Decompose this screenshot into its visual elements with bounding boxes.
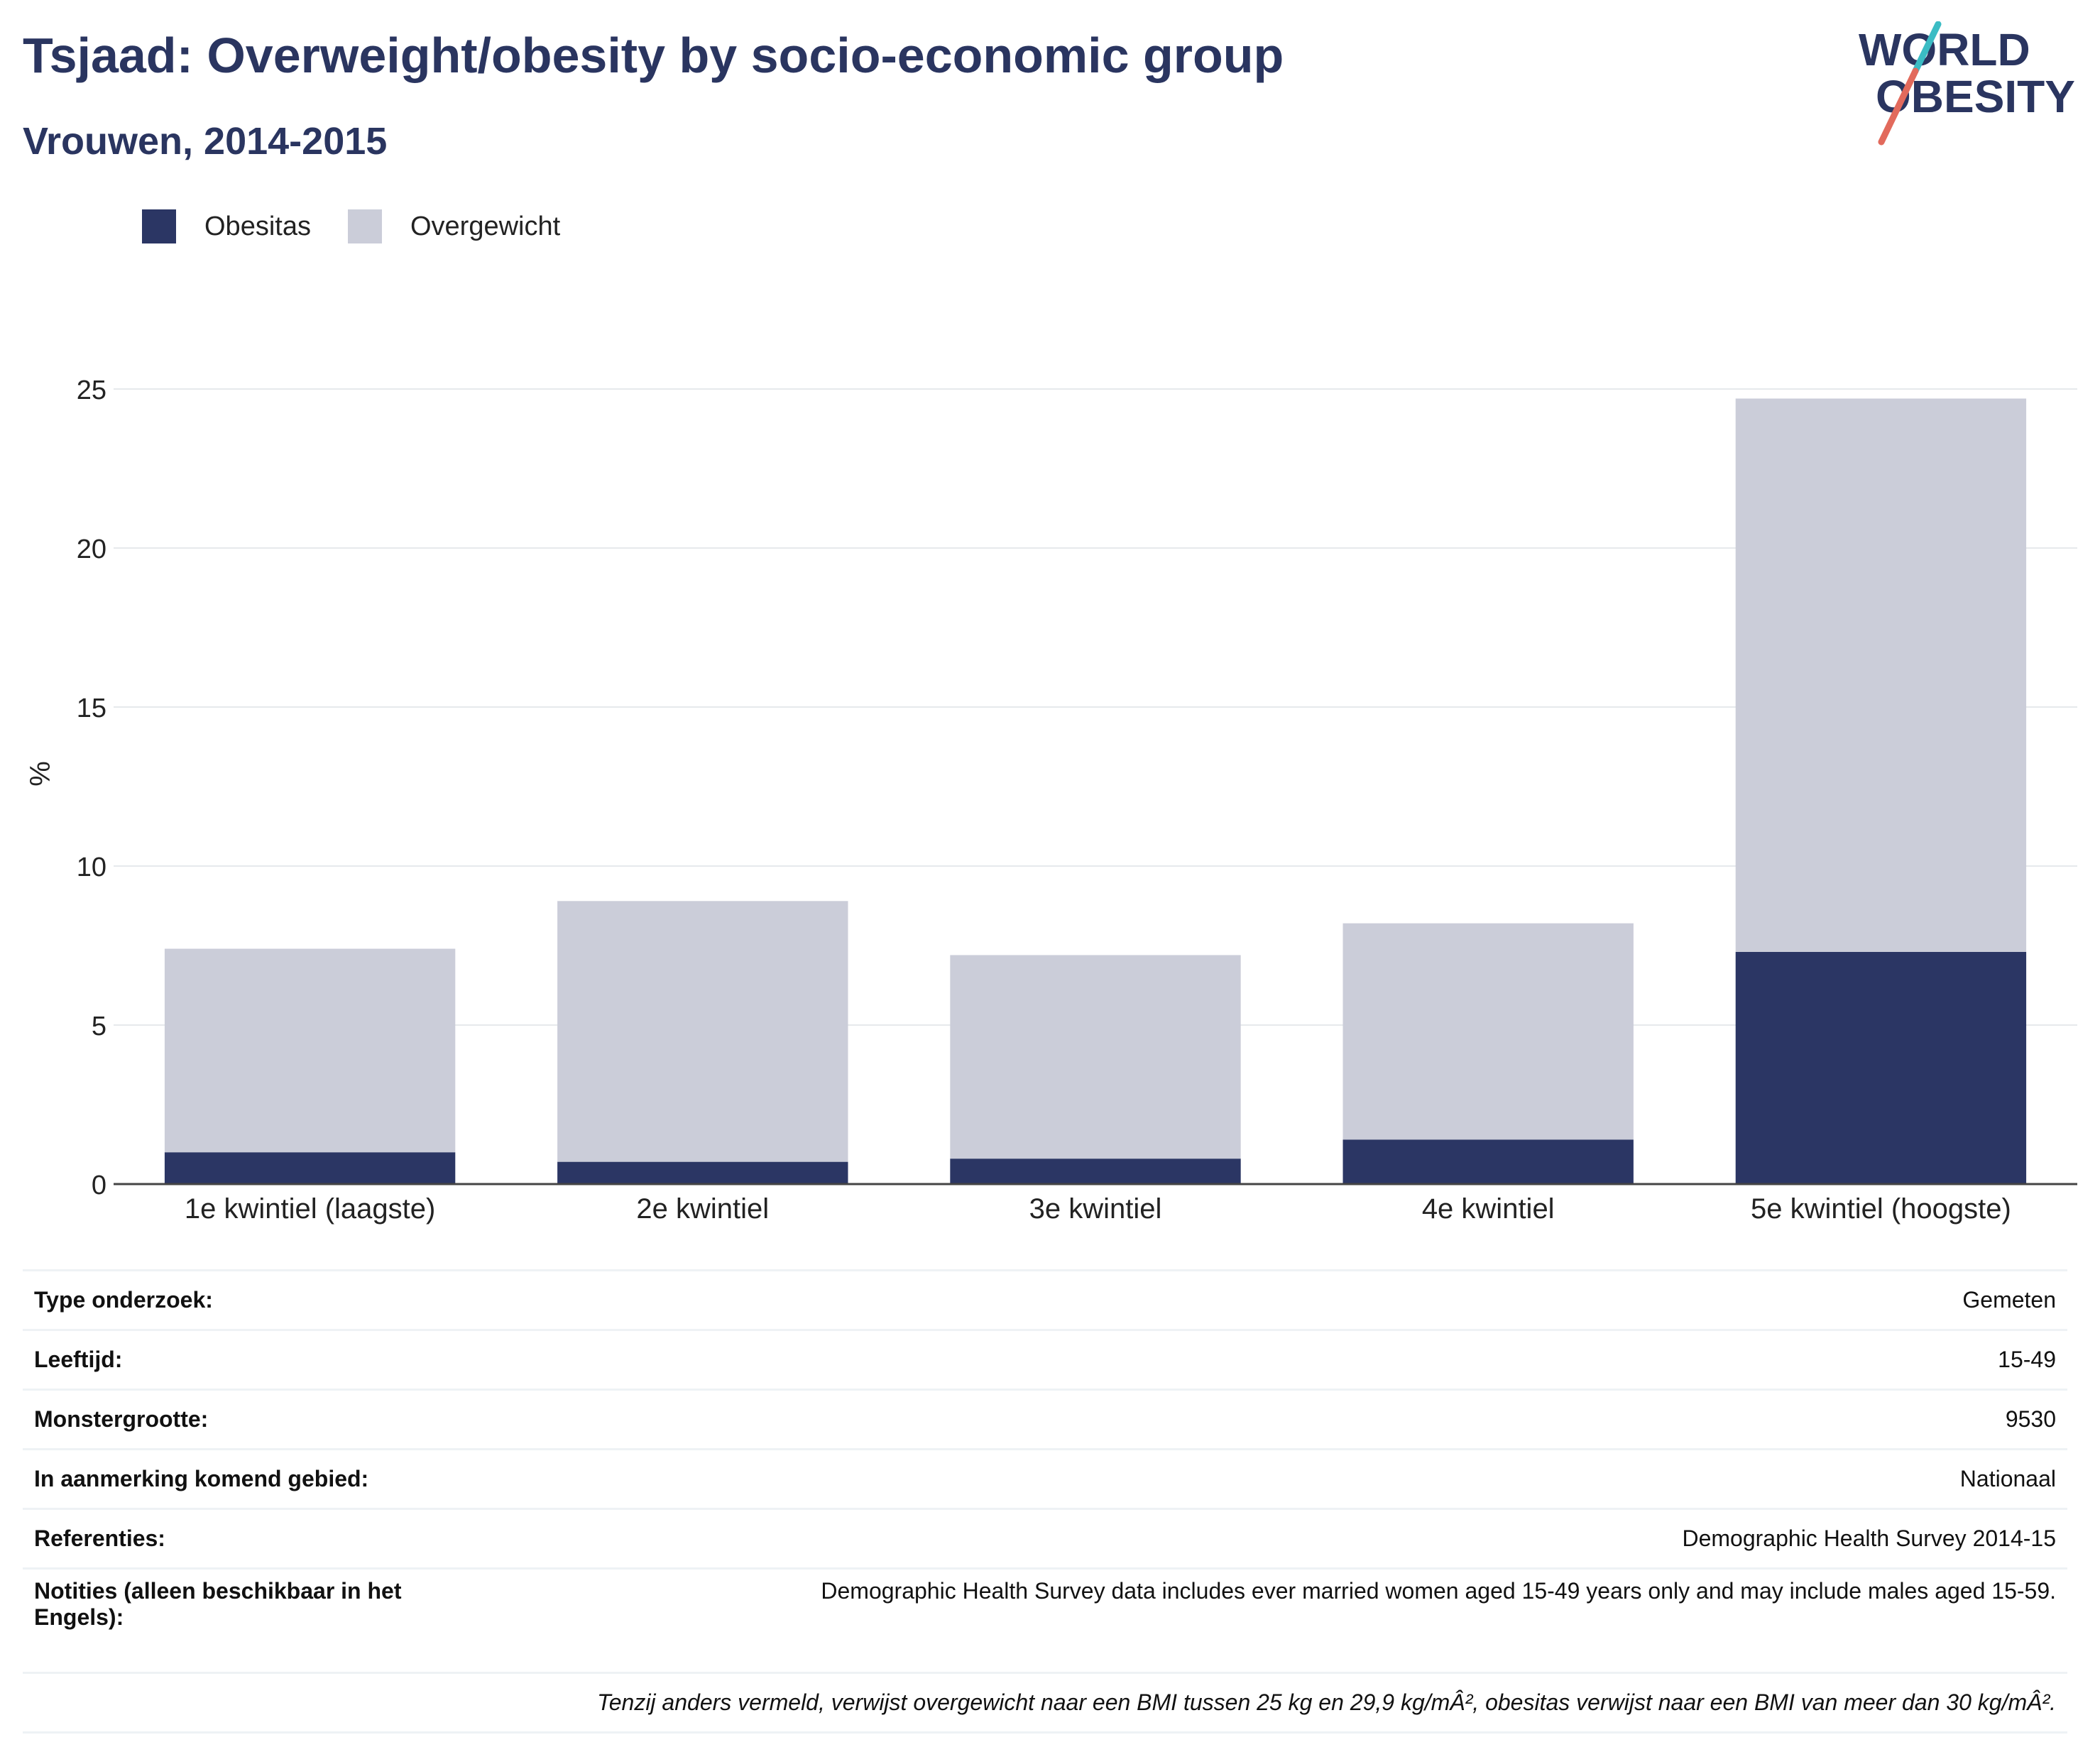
world-obesity-logo: WORLD OBESITY (1859, 21, 2075, 146)
bar-obesitas (164, 1152, 456, 1184)
chart-subtitle: Vrouwen, 2014-2015 (23, 120, 388, 163)
logo-slash-red (1878, 67, 1919, 146)
x-tick-label: 2e kwintiel (636, 1193, 769, 1225)
y-tick-label: 10 (77, 853, 106, 882)
meta-value: Demographic Health Survey data includes … (500, 1567, 2067, 1673)
y-tick-label: 25 (77, 376, 106, 405)
meta-value: Demographic Health Survey 2014-15 (500, 1508, 2067, 1569)
y-tick-label: 20 (77, 535, 106, 564)
meta-row: In aanmerking komend gebied: Nationaal (23, 1448, 2067, 1509)
meta-value: 15-49 (500, 1329, 2067, 1390)
meta-value: Nationaal (500, 1448, 2067, 1509)
legend-item-obesitas: Obesitas (142, 209, 311, 243)
bar-overgewicht (1735, 398, 2027, 952)
x-tick-labels: 1e kwintiel (laagste) 2e kwintiel 3e kwint… (185, 1193, 2011, 1225)
x-tick-label: 1e kwintiel (laagste) (185, 1193, 436, 1225)
bar-overgewicht (164, 948, 456, 1153)
meta-label: Notities (alleen beschikbaar in het Enge… (23, 1567, 500, 1673)
meta-label: In aanmerking komend gebied: (23, 1448, 500, 1509)
bar-obesitas (950, 1159, 1241, 1184)
logo-slash-teal (1912, 21, 1942, 75)
bar-obesitas (1735, 951, 2027, 1184)
bar-overgewicht (950, 955, 1241, 1159)
x-tick-label: 4e kwintiel (1422, 1193, 1555, 1225)
legend-swatch-obesitas (142, 209, 176, 243)
meta-row: Leeftijd: 15-49 (23, 1329, 2067, 1390)
footnote: Tenzij anders vermeld, verwijst overgewi… (23, 1672, 2067, 1734)
legend-item-overgewicht: Overgewicht (347, 209, 561, 243)
x-tick-label: 3e kwintiel (1029, 1193, 1162, 1225)
meta-value: Gemeten (500, 1269, 2067, 1330)
bar-overgewicht (1342, 923, 1634, 1140)
meta-row: Referenties: Demographic Health Survey 2… (23, 1508, 2067, 1569)
chart-legend: Obesitas Overgewicht (142, 209, 597, 243)
legend-label-overgewicht: Overgewicht (410, 211, 561, 241)
meta-row: Monstergrootte: 9530 (23, 1389, 2067, 1450)
y-tick-label: 15 (77, 694, 106, 723)
meta-label: Referenties: (23, 1508, 500, 1569)
bar-overgewicht (557, 901, 848, 1162)
meta-label: Type onderzoek: (23, 1269, 500, 1330)
logo-line-1: WORLD (1859, 24, 2030, 75)
meta-value: 9530 (500, 1389, 2067, 1450)
meta-label: Monstergrootte: (23, 1389, 500, 1450)
meta-row: Notities (alleen beschikbaar in het Enge… (23, 1567, 2067, 1673)
chart-title: Tsjaad: Overweight/obesity by socio-econ… (23, 28, 1284, 83)
y-tick-label: 0 (92, 1171, 106, 1200)
meta-label: Leeftijd: (23, 1329, 500, 1390)
bar-obesitas (557, 1161, 848, 1184)
stacked-bar-chart: 0 5 10 15 20 25 1e kwintiel (laagste) 2e kwint… (25, 376, 2077, 1225)
bar-obesitas (1342, 1139, 1634, 1184)
legend-swatch-overgewicht (347, 209, 382, 243)
legend-label-obesitas: Obesitas (204, 211, 311, 241)
y-tick-label: 5 (92, 1012, 106, 1041)
bars (164, 398, 2027, 1184)
footnote-row: Tenzij anders vermeld, verwijst overgewi… (23, 1672, 2067, 1734)
y-axis-label: % (25, 761, 56, 787)
y-tick-labels: 0 5 10 15 20 25 (77, 376, 106, 1200)
meta-row: Type onderzoek: Gemeten (23, 1269, 2067, 1330)
x-tick-label: 5e kwintiel (hoogste) (1751, 1193, 2011, 1225)
survey-info-table: Type onderzoek: Gemeten Leeftijd: 15-49 … (23, 1269, 2067, 1734)
